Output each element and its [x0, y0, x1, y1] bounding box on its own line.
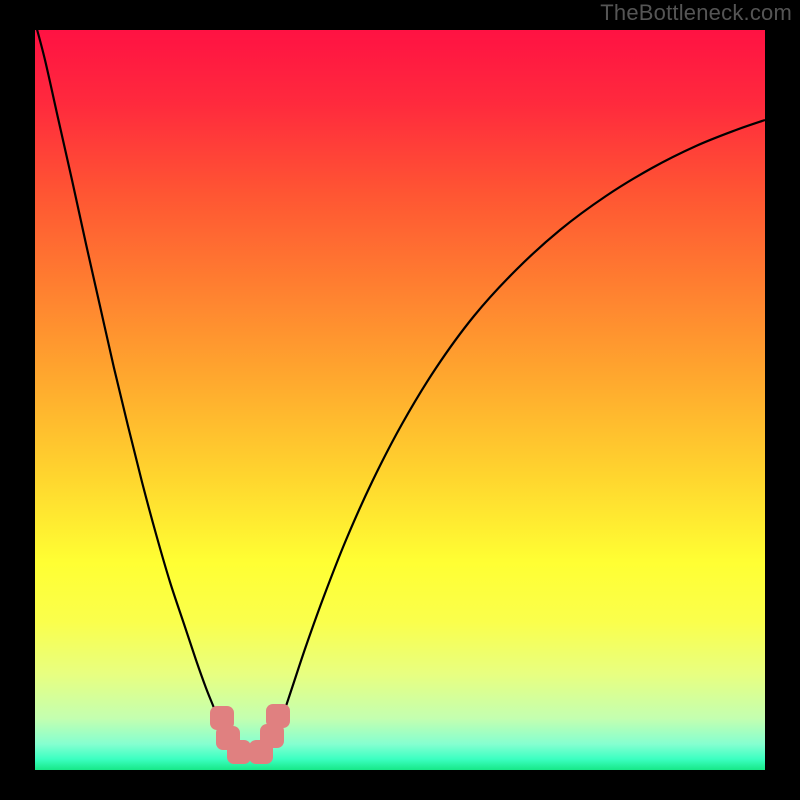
plot-background — [35, 30, 765, 770]
bottleneck-chart — [0, 0, 800, 800]
chart-container: { "watermark": { "text": "TheBottleneck.… — [0, 0, 800, 800]
notch-marker — [227, 740, 251, 764]
notch-marker — [266, 704, 290, 728]
watermark-text: TheBottleneck.com — [600, 0, 792, 26]
